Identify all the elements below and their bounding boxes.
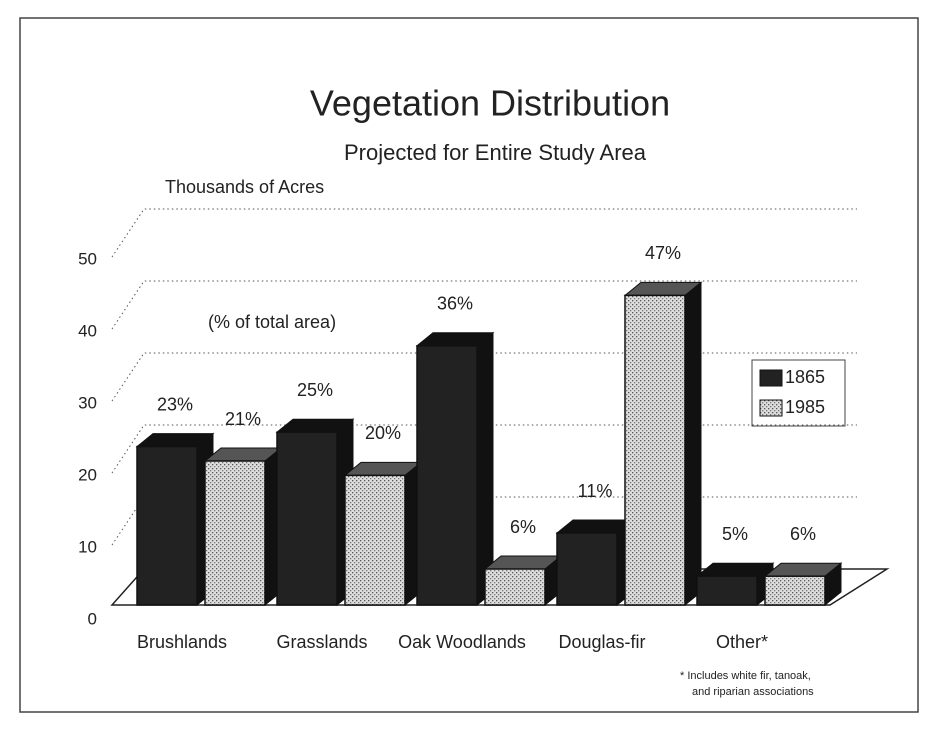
bar <box>135 432 215 607</box>
y-tick-label: 40 <box>78 321 97 340</box>
bar-front <box>484 568 546 606</box>
x-tick-label: Other* <box>716 632 768 652</box>
bar <box>695 562 775 607</box>
bar-side <box>684 281 702 607</box>
percent-label: 11% <box>578 481 613 501</box>
legend: 1865 1985 <box>751 359 846 427</box>
frame <box>19 17 919 713</box>
chart-title: Vegetation Distribution <box>310 83 670 124</box>
grid-line <box>111 424 857 474</box>
grid-line <box>111 496 857 546</box>
grid-line <box>111 208 857 258</box>
footnote: and riparian associations <box>692 686 814 698</box>
grid-line <box>111 352 857 402</box>
bar <box>415 331 495 607</box>
bar-front <box>624 294 686 606</box>
percent-label: 21% <box>225 409 261 429</box>
percent-label: 47% <box>645 243 681 263</box>
bar <box>203 446 283 607</box>
legend-label: 1985 <box>785 397 825 417</box>
percent-label: 6% <box>510 517 536 537</box>
bar-front <box>344 474 406 606</box>
chart-subtitle: Projected for Entire Study Area <box>344 140 647 165</box>
legend-swatch <box>759 369 783 387</box>
percent-label: 20% <box>365 423 401 443</box>
bar-front <box>204 460 266 606</box>
bar <box>763 562 843 607</box>
percent-label: 36% <box>437 294 473 314</box>
percent-label: 23% <box>157 394 193 414</box>
bar <box>483 554 563 607</box>
grid-line <box>111 280 857 330</box>
annotation: (% of total area) <box>208 312 336 332</box>
bar-front <box>696 575 758 606</box>
bar-front <box>136 445 198 606</box>
y-tick-label: 0 <box>88 609 97 628</box>
y-tick-label: 50 <box>78 249 97 268</box>
percent-label: 6% <box>790 524 816 544</box>
bar <box>623 281 703 607</box>
percent-label: 25% <box>297 380 333 400</box>
x-tick-label: Oak Woodlands <box>398 632 526 652</box>
x-tick-label: Douglas-fir <box>558 632 645 652</box>
legend-swatch <box>759 399 783 417</box>
bar-front <box>556 532 618 606</box>
bar-front <box>764 575 826 606</box>
bar-front <box>416 345 478 606</box>
bar <box>275 418 355 607</box>
y-axis-label: Thousands of Acres <box>165 177 324 197</box>
x-tick-label: Brushlands <box>137 632 227 652</box>
y-tick-label: 30 <box>78 393 97 412</box>
bar <box>343 461 423 607</box>
percent-label: 5% <box>722 524 748 544</box>
bar <box>555 518 635 607</box>
legend-label: 1865 <box>785 367 825 387</box>
y-tick-label: 10 <box>78 537 97 556</box>
x-tick-label: Grasslands <box>276 632 367 652</box>
footnote: * Includes white fir, tanoak, <box>680 670 811 682</box>
bar-front <box>276 431 338 606</box>
y-tick-label: 20 <box>78 465 97 484</box>
